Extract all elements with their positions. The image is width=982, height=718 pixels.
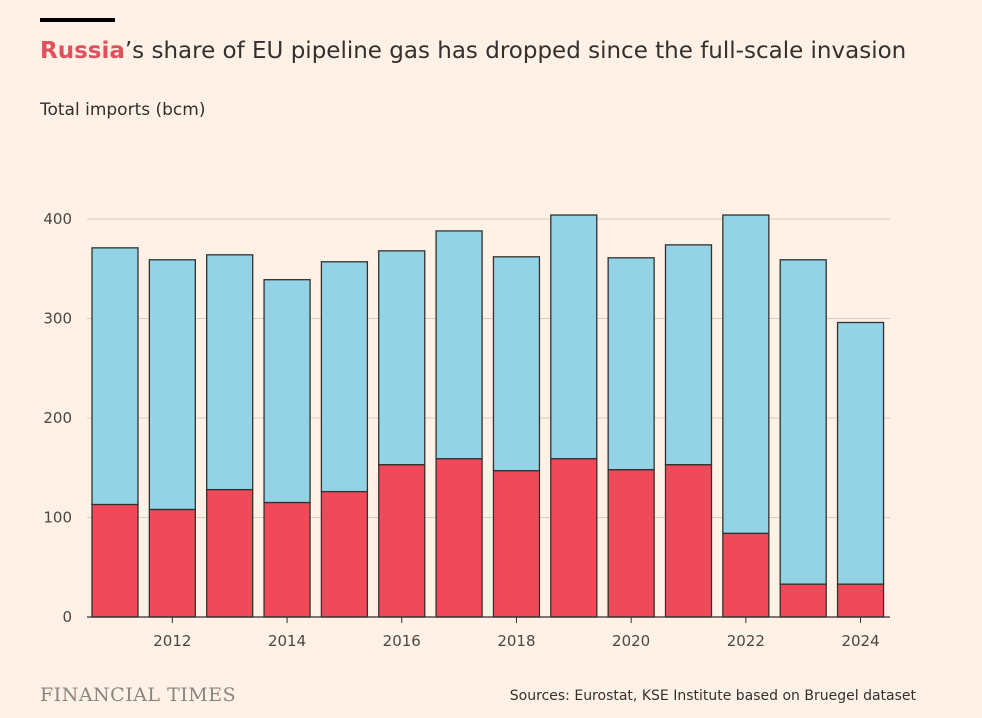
bar-russia-2020 — [607, 469, 655, 618]
bar-other-2024 — [836, 321, 885, 585]
bars-layer — [91, 214, 885, 618]
bar-other-2020 — [607, 257, 655, 471]
bar-other-2014 — [263, 279, 311, 504]
bar-russia-2023 — [779, 583, 827, 618]
bar-russia-2017 — [435, 458, 483, 618]
y-tick-label-300: 300 — [43, 310, 72, 328]
bar-russia-2018 — [492, 470, 541, 618]
y-tick-label-100: 100 — [43, 509, 72, 527]
bar-other-2022 — [722, 214, 770, 535]
y-tick-label-200: 200 — [43, 409, 72, 427]
x-tick-label-2018: 2018 — [497, 632, 535, 650]
bar-russia-2011 — [91, 503, 139, 618]
y-tick-label-0: 0 — [62, 608, 72, 626]
bar-russia-2021 — [664, 464, 713, 618]
title-rest: ’s share of EU pipeline gas has dropped … — [124, 38, 907, 64]
x-tick-label-2024: 2024 — [841, 632, 879, 650]
bar-russia-2019 — [550, 458, 598, 618]
bar-russia-2022 — [722, 532, 770, 618]
bar-other-2016 — [378, 250, 426, 466]
bar-other-2017 — [435, 230, 483, 460]
bar-russia-2016 — [378, 464, 426, 618]
bar-other-2013 — [206, 254, 254, 491]
chart-subtitle: Total imports (bcm) — [40, 100, 206, 120]
bar-other-2012 — [148, 259, 197, 511]
bar-other-2021 — [664, 244, 713, 466]
bar-russia-2013 — [206, 488, 254, 618]
bar-other-2011 — [91, 247, 139, 506]
bar-russia-2024 — [836, 583, 885, 618]
bar-other-2019 — [550, 214, 598, 460]
bar-other-2023 — [779, 259, 827, 585]
x-tick-label-2022: 2022 — [727, 632, 765, 650]
bar-other-2018 — [492, 256, 541, 472]
financial-times-logo: FINANCIAL TIMES — [40, 684, 237, 706]
bar-russia-2012 — [148, 508, 197, 618]
x-tick-label-2012: 2012 — [153, 632, 191, 650]
chart-title: Russia’s share of EU pipeline gas has dr… — [40, 38, 906, 64]
x-tick-label-2020: 2020 — [612, 632, 650, 650]
x-tick-label-2014: 2014 — [268, 632, 306, 650]
axis-layer: 0 100 200 300 400 2012 2014 2016 2018 2020 2022 202… — [43, 210, 890, 650]
bar-russia-2015 — [320, 490, 369, 618]
bar-russia-2014 — [263, 501, 311, 618]
bar-other-2015 — [320, 261, 369, 493]
y-tick-label-400: 400 — [43, 210, 72, 228]
title-accent-rule — [40, 18, 115, 22]
x-tick-label-2016: 2016 — [383, 632, 421, 650]
title-highlight: Russia — [40, 38, 125, 64]
source-note: Sources: Eurostat, KSE Institute based o… — [509, 688, 916, 704]
